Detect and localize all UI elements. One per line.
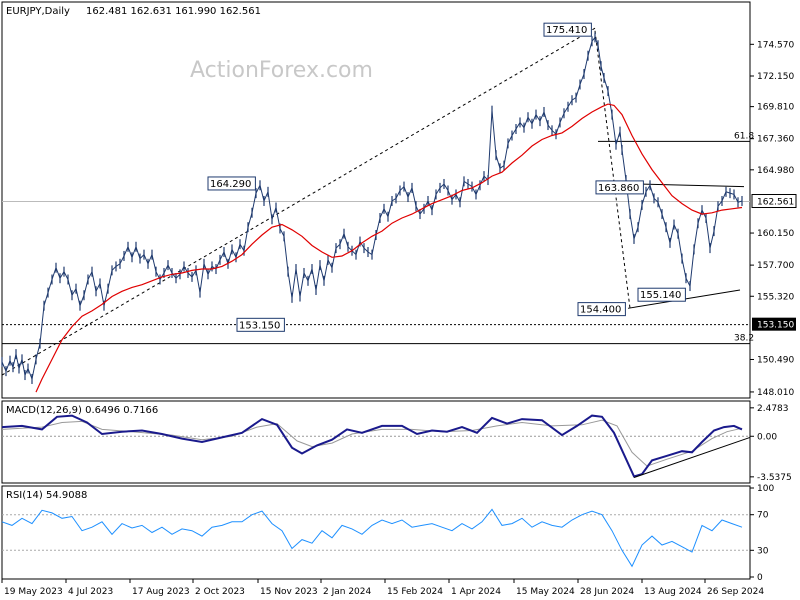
macd-label: MACD(12,26,9) 0.6496 0.7166 — [6, 405, 158, 416]
fib-61-label: 61.8 — [734, 131, 754, 141]
main-panel — [1, 1, 751, 399]
rsi-tick-label: 30 — [757, 546, 769, 556]
rsi-label: RSI(14) 54.9088 — [6, 490, 87, 501]
x-tick-label: 19 May 2023 — [4, 587, 63, 597]
moving-average-line — [35, 103, 743, 393]
swing-high-annotation: 164.290 — [210, 179, 251, 190]
x-tick-label: 26 Sep 2024 — [707, 587, 764, 597]
x-tick-label: 15 Feb 2024 — [387, 587, 443, 597]
macd-tick-label: 0.00 — [757, 432, 777, 442]
x-tick-label: 15 Nov 2023 — [260, 587, 318, 597]
ohlc-header: 162.481 162.631 161.990 162.561 — [86, 6, 261, 17]
sep-low-annotation-box — [637, 287, 686, 302]
peak-annotation-box — [543, 22, 592, 37]
rsi-tick-label: 70 — [757, 511, 769, 521]
price-tick-label: 150.490 — [757, 355, 794, 365]
last-price-tag-box — [751, 194, 797, 209]
triangle-top-line — [637, 183, 745, 188]
swing-low-annotation: 153.150 — [239, 320, 280, 331]
support-tag-box — [752, 317, 796, 331]
macd-trendline — [633, 436, 751, 479]
fib-38-label: 38.2 — [734, 334, 754, 344]
x-tick-label: 4 Jul 2023 — [68, 587, 113, 597]
aug-low-annotation-box — [577, 302, 626, 317]
fall-trendline — [594, 30, 631, 309]
price-tick-label: 155.320 — [757, 292, 794, 302]
x-tick-label: 15 May 2024 — [516, 587, 575, 597]
x-tick-label: 2 Jan 2024 — [323, 587, 371, 597]
x-tick-label: 2 Oct 2023 — [195, 587, 245, 597]
price-tick-label: 148.010 — [757, 388, 794, 398]
macd-tick-label: 2.4783 — [757, 404, 789, 414]
recent-high-annotation: 163.860 — [598, 183, 639, 194]
macd-tick-label: -3.5375 — [757, 473, 792, 483]
watermark: ActionForex.com — [190, 58, 373, 83]
support-tag: 153.150 — [757, 321, 794, 331]
rsi-line — [1, 508, 743, 568]
x-tick-label: 28 Jun 2024 — [580, 587, 634, 597]
swing-high-annotation-box — [207, 176, 256, 191]
price-tick-label: 172.150 — [757, 72, 794, 82]
x-tick-label: 17 Aug 2023 — [132, 587, 190, 597]
last-price-tag: 162.561 — [757, 198, 794, 208]
rsi-panel — [1, 485, 751, 580]
price-tick-label: 160.150 — [757, 229, 794, 239]
macd-panel — [1, 400, 751, 484]
price-tick-label: 174.570 — [757, 40, 794, 50]
x-tick-label: 13 Aug 2024 — [644, 587, 702, 597]
recent-high-annotation-box — [595, 180, 644, 195]
sep-low-annotation: 155.140 — [640, 290, 681, 301]
price-tick-label: 157.700 — [757, 261, 794, 271]
price-tick-label: 164.980 — [757, 166, 794, 176]
rsi-tick-label: 100 — [757, 484, 774, 494]
long-term-trendline — [1, 27, 596, 376]
macd-signal-line — [1, 419, 743, 467]
macd-line — [1, 414, 743, 478]
x-tick-label: 1 Apr 2024 — [451, 587, 501, 597]
symbol-label: EURJPY,Daily — [6, 6, 70, 17]
rsi-tick-label: 0 — [757, 573, 763, 583]
price-tick-label: 167.360 — [757, 135, 794, 145]
peak-annotation: 175.410 — [546, 25, 587, 36]
aug-low-annotation: 154.400 — [580, 305, 621, 316]
swing-low-annotation-box — [236, 317, 285, 332]
price-tick-label: 169.810 — [757, 103, 794, 113]
